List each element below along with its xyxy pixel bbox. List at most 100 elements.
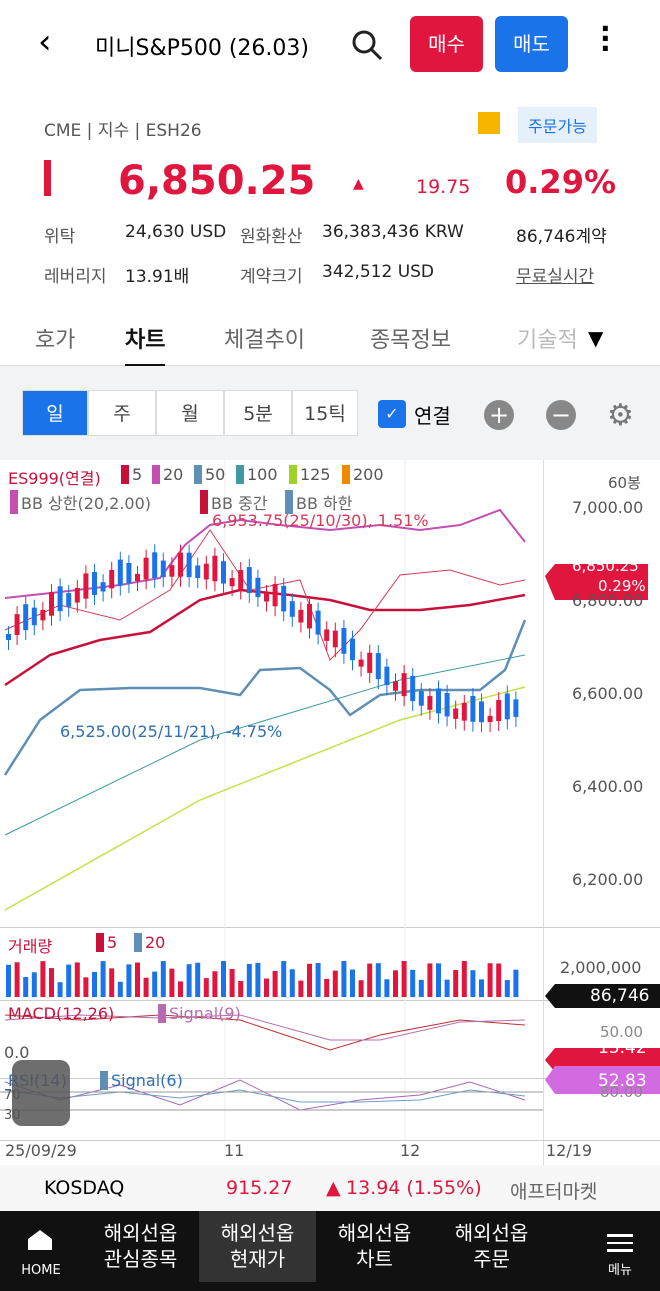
period-button[interactable]: 5분 [224, 390, 292, 436]
price-axis-label: 6,200.00 [572, 870, 644, 889]
more[interactable]: · · · [600, 12, 611, 65]
x-axis-label: 25/09/29 [5, 1141, 77, 1160]
nav-item[interactable]: 해외선옵 관심종목 [103, 1221, 178, 1271]
volume-bar [178, 981, 183, 997]
candle [143, 557, 149, 580]
volume-bar [143, 977, 149, 997]
change: 19.75 [416, 176, 471, 198]
volume-bar [212, 971, 218, 997]
search-icon[interactable] [350, 28, 384, 62]
x-axis-label: 11 [224, 1141, 245, 1160]
volume-bar [332, 970, 338, 997]
rsi-axis-label: 80.00 [600, 1083, 643, 1101]
tab-dropdown[interactable]: ▼ [588, 326, 604, 350]
volume-bar [229, 968, 235, 997]
candle [410, 675, 416, 702]
volume-bar [496, 963, 502, 997]
volume-bar [315, 963, 321, 997]
nav-item[interactable]: 메뉴 [608, 1263, 632, 1278]
legend-entry: MACD(12,26) [8, 1004, 115, 1023]
nav-item[interactable]: 해외선옵 주문 [454, 1221, 529, 1271]
menu-icon [607, 1234, 633, 1252]
nav-item[interactable]: HOME [21, 1263, 61, 1278]
back[interactable]: ‹ [38, 22, 52, 62]
volume-bar [418, 979, 424, 997]
legend-entry: 100 [236, 465, 278, 484]
volume-bar [40, 961, 46, 997]
candle [513, 699, 519, 717]
volume-bar [289, 969, 295, 997]
volume-bar [401, 961, 407, 997]
candle [332, 630, 338, 648]
candle [444, 692, 450, 717]
nav-item[interactable]: 해외선옵 현재가 [199, 1211, 316, 1282]
title: 미니S&P500 (26.03) [95, 36, 309, 61]
ticker-bar [0, 1165, 660, 1211]
candle [6, 634, 11, 640]
candle [264, 593, 269, 602]
candle [375, 653, 381, 680]
nav-item[interactable]: 해외선옵 차트 [337, 1221, 412, 1271]
settings[interactable]: ⚙ [607, 398, 634, 433]
legend-entry: 5 [121, 465, 142, 484]
low-note: 6,525.00(25/11/21), -4.75% [60, 722, 283, 741]
link-checkbox[interactable]: ✓ [378, 400, 406, 428]
period-button[interactable]: 주 [88, 390, 156, 436]
zoom-in[interactable]: + [484, 400, 514, 430]
ticker-name: KOSDAQ [44, 1177, 125, 1199]
info-cell[interactable]: 무료실시간 [516, 267, 595, 287]
volume-bar [6, 964, 11, 997]
candle [401, 673, 407, 697]
zoom-out[interactable]: − [546, 400, 576, 430]
tab[interactable]: 기술적 [517, 328, 577, 353]
order-available[interactable]: 주문가능 [518, 107, 597, 143]
candle [461, 703, 467, 721]
candle [117, 559, 123, 586]
candle [367, 652, 373, 673]
tab[interactable]: 종목정보 [370, 328, 451, 353]
candle [23, 604, 29, 631]
link-label: 연결 [414, 404, 451, 428]
candle [427, 696, 433, 710]
tab[interactable]: 호가 [35, 328, 76, 353]
legend-entry: 125 [289, 465, 331, 484]
volume-bar [298, 980, 304, 997]
ticker-session[interactable]: 애프터마켓 [510, 1181, 598, 1203]
price-tag: 6,850.25 [572, 557, 639, 575]
volume-bar [479, 979, 484, 997]
buy-button[interactable]: 매수 [410, 16, 483, 72]
volume-bar [264, 978, 269, 997]
candle [341, 628, 347, 654]
period-button[interactable]: 15틱 [292, 390, 358, 436]
volume-bar [135, 962, 140, 997]
period-button[interactable]: 일 [22, 390, 88, 436]
volume-bar [358, 980, 364, 997]
candle [315, 610, 321, 635]
candle [307, 603, 312, 629]
candle [453, 708, 459, 719]
legend-entry: BB 중간 [200, 490, 267, 514]
volume-bar [74, 962, 80, 997]
candle [289, 601, 295, 617]
volume-tag: 86,746 [590, 986, 650, 1006]
candle [238, 570, 244, 590]
period-button[interactable]: 월 [156, 390, 224, 436]
volume-bar [66, 964, 72, 997]
volume-bar [453, 969, 459, 997]
price-axis-label: 6,600.00 [572, 684, 644, 703]
legend-entry: Signal(6) [100, 1071, 183, 1090]
legend-entry: ES999(연결) [8, 469, 101, 488]
float-button[interactable] [12, 1060, 70, 1126]
tab[interactable]: 차트 [125, 322, 166, 367]
volume-bar [126, 964, 132, 997]
volume-bar [410, 969, 416, 997]
candle [229, 578, 235, 587]
candle [212, 555, 218, 582]
volume-bar [504, 980, 510, 997]
legend-entry: 200 [342, 465, 384, 484]
sell-button[interactable]: 매도 [495, 16, 568, 72]
candle [135, 573, 140, 582]
candle [203, 563, 209, 580]
tab[interactable]: 체결추이 [224, 328, 305, 353]
